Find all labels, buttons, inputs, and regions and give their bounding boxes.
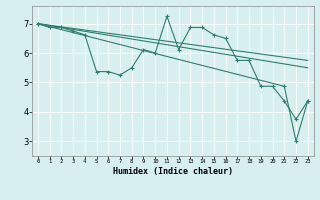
- X-axis label: Humidex (Indice chaleur): Humidex (Indice chaleur): [113, 167, 233, 176]
